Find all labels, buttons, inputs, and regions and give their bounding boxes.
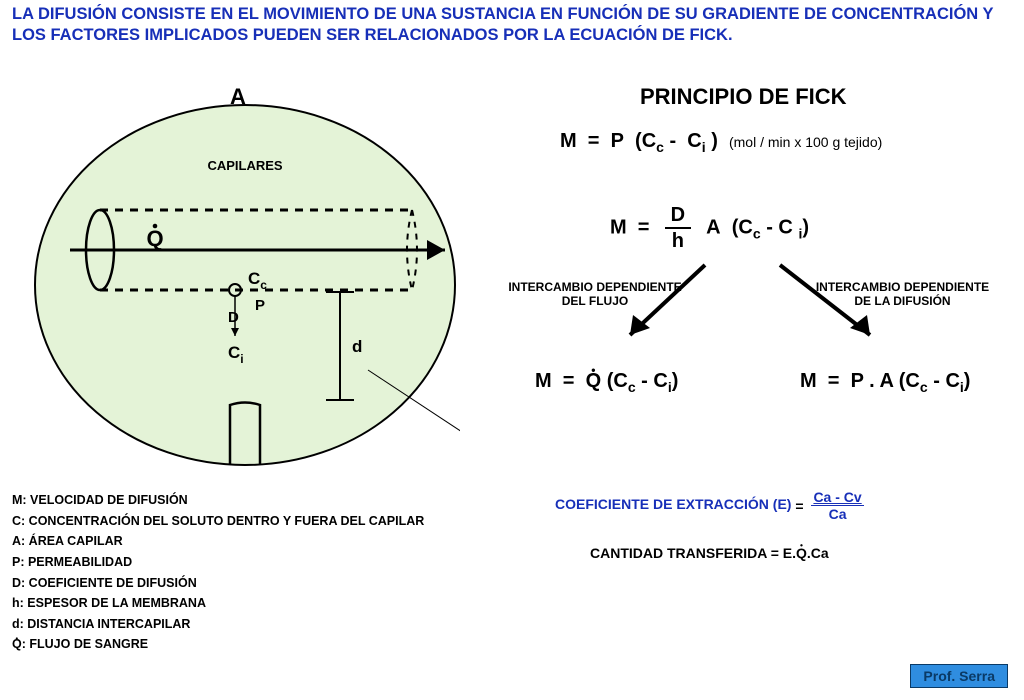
equation-flow: M = Q (Cc - Ci) (535, 370, 678, 395)
page-title: LA DIFUSIÓN CONSISTE EN EL MOVIMIENTO DE… (12, 4, 1012, 45)
equation-1: M = P (Cc - Ci ) (mol / min x 100 g teji… (560, 130, 882, 155)
legend-h: h: ESPESOR DE LA MEMBRANA (12, 593, 424, 614)
author-badge: Prof. Serra (910, 664, 1008, 688)
diagram-P: P (255, 297, 265, 314)
transferred-quantity: CANTIDAD TRANSFERIDA = E.Q.Ca (590, 545, 829, 561)
fick-heading: PRINCIPIO DE FICK (640, 84, 847, 110)
legend-C: C: CONCENTRACIÓN DEL SOLUTO DENTRO Y FUE… (12, 511, 424, 532)
legend-P: P: PERMEABILIDAD (12, 552, 424, 573)
branch-arrows (500, 255, 1000, 365)
diagram-Q: Q (146, 226, 163, 251)
diagram-d: d (352, 337, 362, 356)
diagram-D: D (228, 309, 239, 326)
extraction-coefficient: COEFICIENTE DE EXTRACCIÓN (E) = Ca - CvC… (555, 490, 864, 521)
capilares-label: CAPILARES (207, 158, 282, 173)
legend-d: d: DISTANCIA INTERCAPILAR (12, 614, 424, 635)
legend-Q: Q: FLUJO DE SANGRE (12, 634, 424, 655)
equation-2: M = Dh A (Cc - C i) (610, 205, 809, 251)
equation-diffusion: M = P . A (Cc - Ci) (800, 370, 970, 395)
legend-D: D: COEFICIENTE DE DIFUSIÓN (12, 573, 424, 594)
legend-A: A: ÁREA CAPILAR (12, 531, 424, 552)
legend: M: VELOCIDAD DE DIFUSIÓN C: CONCENTRACIÓ… (12, 490, 424, 655)
capillary-diagram: CAPILARES Q Cc P D Ci d (30, 100, 460, 500)
legend-M: M: VELOCIDAD DE DIFUSIÓN (12, 490, 424, 511)
